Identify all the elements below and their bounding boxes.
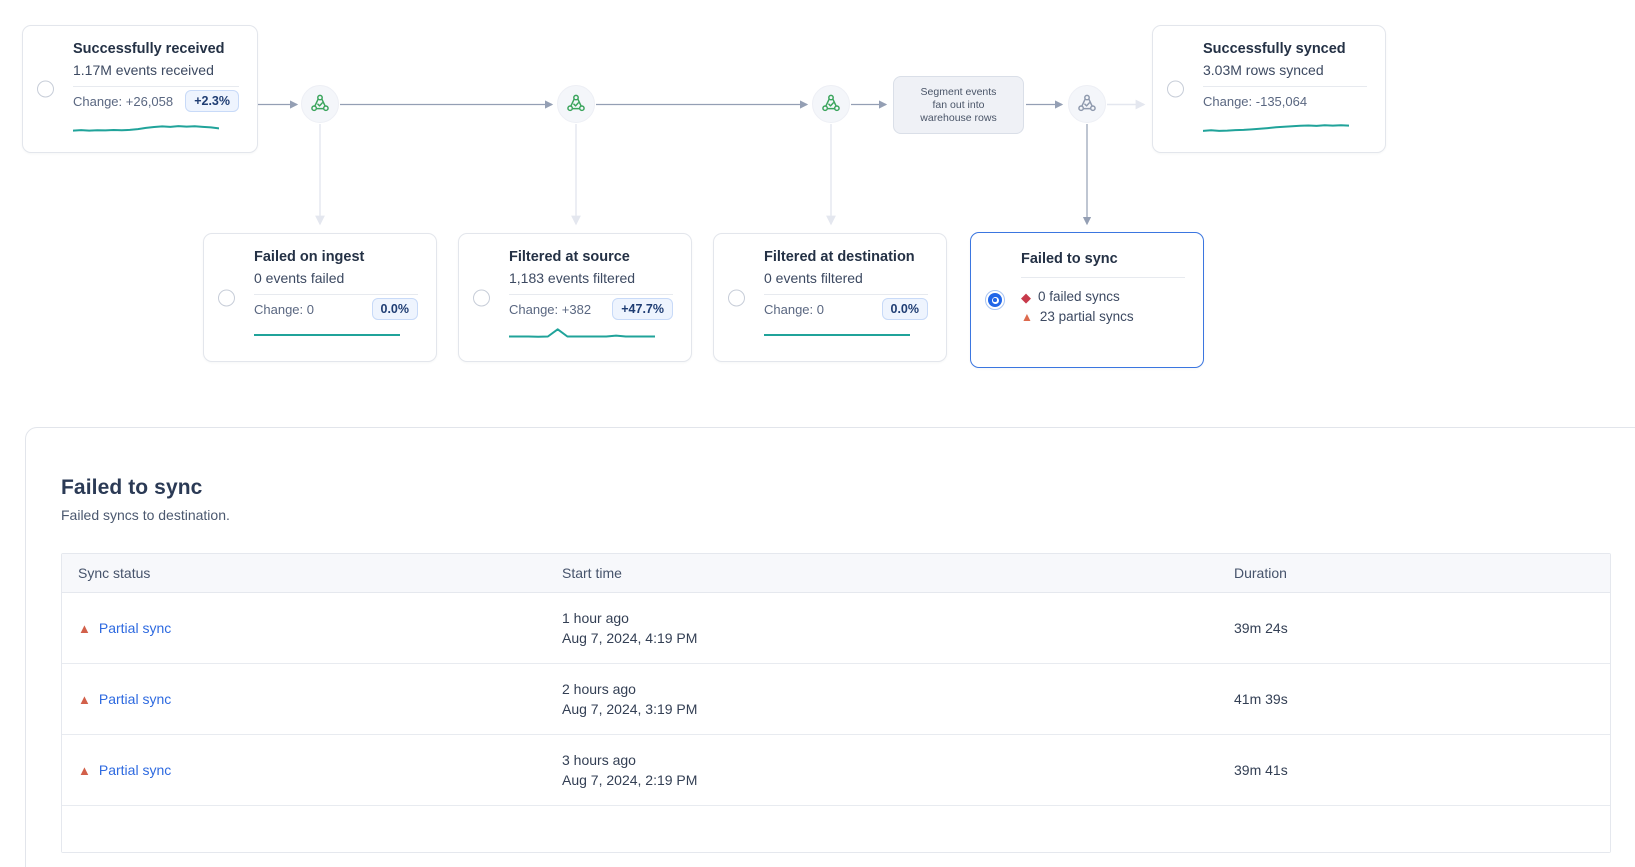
table-row[interactable]: ▲ Partial sync 2 hours ago Aug 7, 2024, … [62, 664, 1610, 735]
partial-triangle-icon: ▲ [1021, 310, 1033, 324]
sparkline [509, 328, 655, 338]
start-time-relative: 2 hours ago [562, 681, 636, 697]
card-title: Failed on ingest [254, 249, 365, 265]
partial-sync-link[interactable]: Partial sync [98, 620, 172, 636]
metric-radio-failed-ingest[interactable] [218, 289, 235, 306]
warning-triangle-icon: ▲ [78, 762, 91, 778]
failed-syncs-stat: ◆ 0 failed syncs [1021, 287, 1185, 307]
detail-panel: Failed to sync Failed syncs to destinati… [25, 427, 1635, 867]
table-row[interactable]: ▲ Partial sync 3 hours ago Aug 7, 2024, … [62, 735, 1610, 806]
change-label: Change: 0 [254, 301, 314, 317]
failed-diamond-icon: ◆ [1021, 289, 1031, 305]
fan-out-tooltip: Segment events fan out into warehouse ro… [893, 76, 1024, 134]
metric-card-successfully-synced[interactable]: Successfully synced 3.03M rows synced Ch… [1152, 25, 1386, 153]
card-subtitle: 0 events filtered [764, 270, 863, 286]
change-label: Change: -135,064 [1203, 93, 1308, 109]
start-time-absolute: Aug 7, 2024, 2:19 PM [562, 772, 698, 788]
change-label: Change: +26,058 [73, 93, 174, 109]
start-time-absolute: Aug 7, 2024, 3:19 PM [562, 701, 698, 717]
card-subtitle: 1.17M events received [73, 62, 214, 78]
metric-card-filtered-at-destination[interactable]: Filtered at destination 0 events filtere… [713, 233, 947, 362]
card-divider [254, 294, 418, 295]
change-label: Change: +382 [509, 301, 592, 317]
partial-sync-link[interactable]: Partial sync [98, 762, 172, 778]
stat-label: 0 failed syncs [1038, 289, 1120, 304]
sync-table: Sync status Start time Duration ▲ Partia… [61, 553, 1611, 853]
card-subtitle: 3.03M rows synced [1203, 62, 1324, 78]
card-title: Successfully synced [1203, 41, 1346, 57]
metric-card-successfully-received[interactable]: Successfully received 1.17M events recei… [22, 25, 258, 153]
sparkline [254, 334, 400, 336]
card-title: Filtered at destination [764, 249, 915, 265]
connections-check-icon [311, 94, 329, 112]
sparkline [764, 334, 910, 336]
metric-card-failed-to-sync[interactable]: Failed to sync ◆ 0 failed syncs ▲ 23 par… [970, 232, 1204, 368]
table-row-partial [62, 806, 1610, 852]
column-header-start-time: Start time [562, 565, 622, 581]
start-time-relative: 3 hours ago [562, 752, 636, 768]
duration-value: 39m 41s [1234, 762, 1288, 778]
change-percent-badge: 0.0% [881, 298, 928, 320]
card-title: Failed to sync [1021, 251, 1118, 267]
table-header: Sync status Start time Duration [62, 554, 1610, 593]
card-title: Successfully received [73, 41, 225, 57]
metric-card-failed-on-ingest[interactable]: Failed on ingest 0 events failed Change:… [203, 233, 437, 362]
partial-sync-link[interactable]: Partial sync [98, 691, 172, 707]
duration-value: 41m 39s [1234, 691, 1288, 707]
metric-radio-synced[interactable] [1167, 80, 1184, 98]
connections-check-icon [567, 94, 585, 112]
card-divider [764, 294, 928, 295]
warning-triangle-icon: ▲ [78, 691, 91, 707]
stat-label: 23 partial syncs [1039, 309, 1134, 324]
connection-node-icon [812, 85, 850, 123]
connection-node-icon [557, 85, 595, 123]
connection-node-icon [301, 85, 339, 123]
duration-value: 39m 24s [1234, 620, 1288, 636]
sparkline [1203, 124, 1349, 132]
start-time-absolute: Aug 7, 2024, 4:19 PM [562, 630, 698, 646]
panel-title: Failed to sync [61, 476, 203, 499]
card-subtitle: 1,183 events filtered [509, 270, 636, 286]
panel-description: Failed syncs to destination. [61, 507, 230, 523]
connections-check-icon [822, 94, 840, 112]
sparkline [73, 125, 219, 132]
change-percent-badge: 0.0% [371, 298, 418, 320]
card-divider [1203, 86, 1367, 87]
column-header-sync-status: Sync status [78, 565, 151, 581]
card-divider [1021, 277, 1185, 278]
connections-check-icon [1078, 94, 1096, 112]
column-header-duration: Duration [1234, 565, 1287, 581]
metric-radio-filtered-destination[interactable] [728, 289, 745, 306]
card-subtitle: 0 events failed [254, 270, 345, 286]
change-label: Change: 0 [764, 301, 824, 317]
table-row[interactable]: ▲ Partial sync 1 hour ago Aug 7, 2024, 4… [62, 593, 1610, 664]
metric-radio-failed-sync[interactable] [985, 290, 1005, 310]
partial-syncs-stat: ▲ 23 partial syncs [1021, 307, 1185, 327]
change-percent-badge: +47.7% [612, 298, 673, 320]
card-divider [73, 86, 239, 87]
change-percent-badge: +2.3% [185, 90, 239, 112]
card-title: Filtered at source [509, 249, 630, 265]
metric-radio-received[interactable] [37, 80, 54, 98]
metric-card-filtered-at-source[interactable]: Filtered at source 1,183 events filtered… [458, 233, 692, 362]
start-time-relative: 1 hour ago [562, 610, 629, 626]
metric-radio-filtered-source[interactable] [473, 289, 490, 306]
connection-node-icon [1068, 85, 1106, 123]
card-divider [509, 294, 673, 295]
warning-triangle-icon: ▲ [78, 620, 91, 636]
